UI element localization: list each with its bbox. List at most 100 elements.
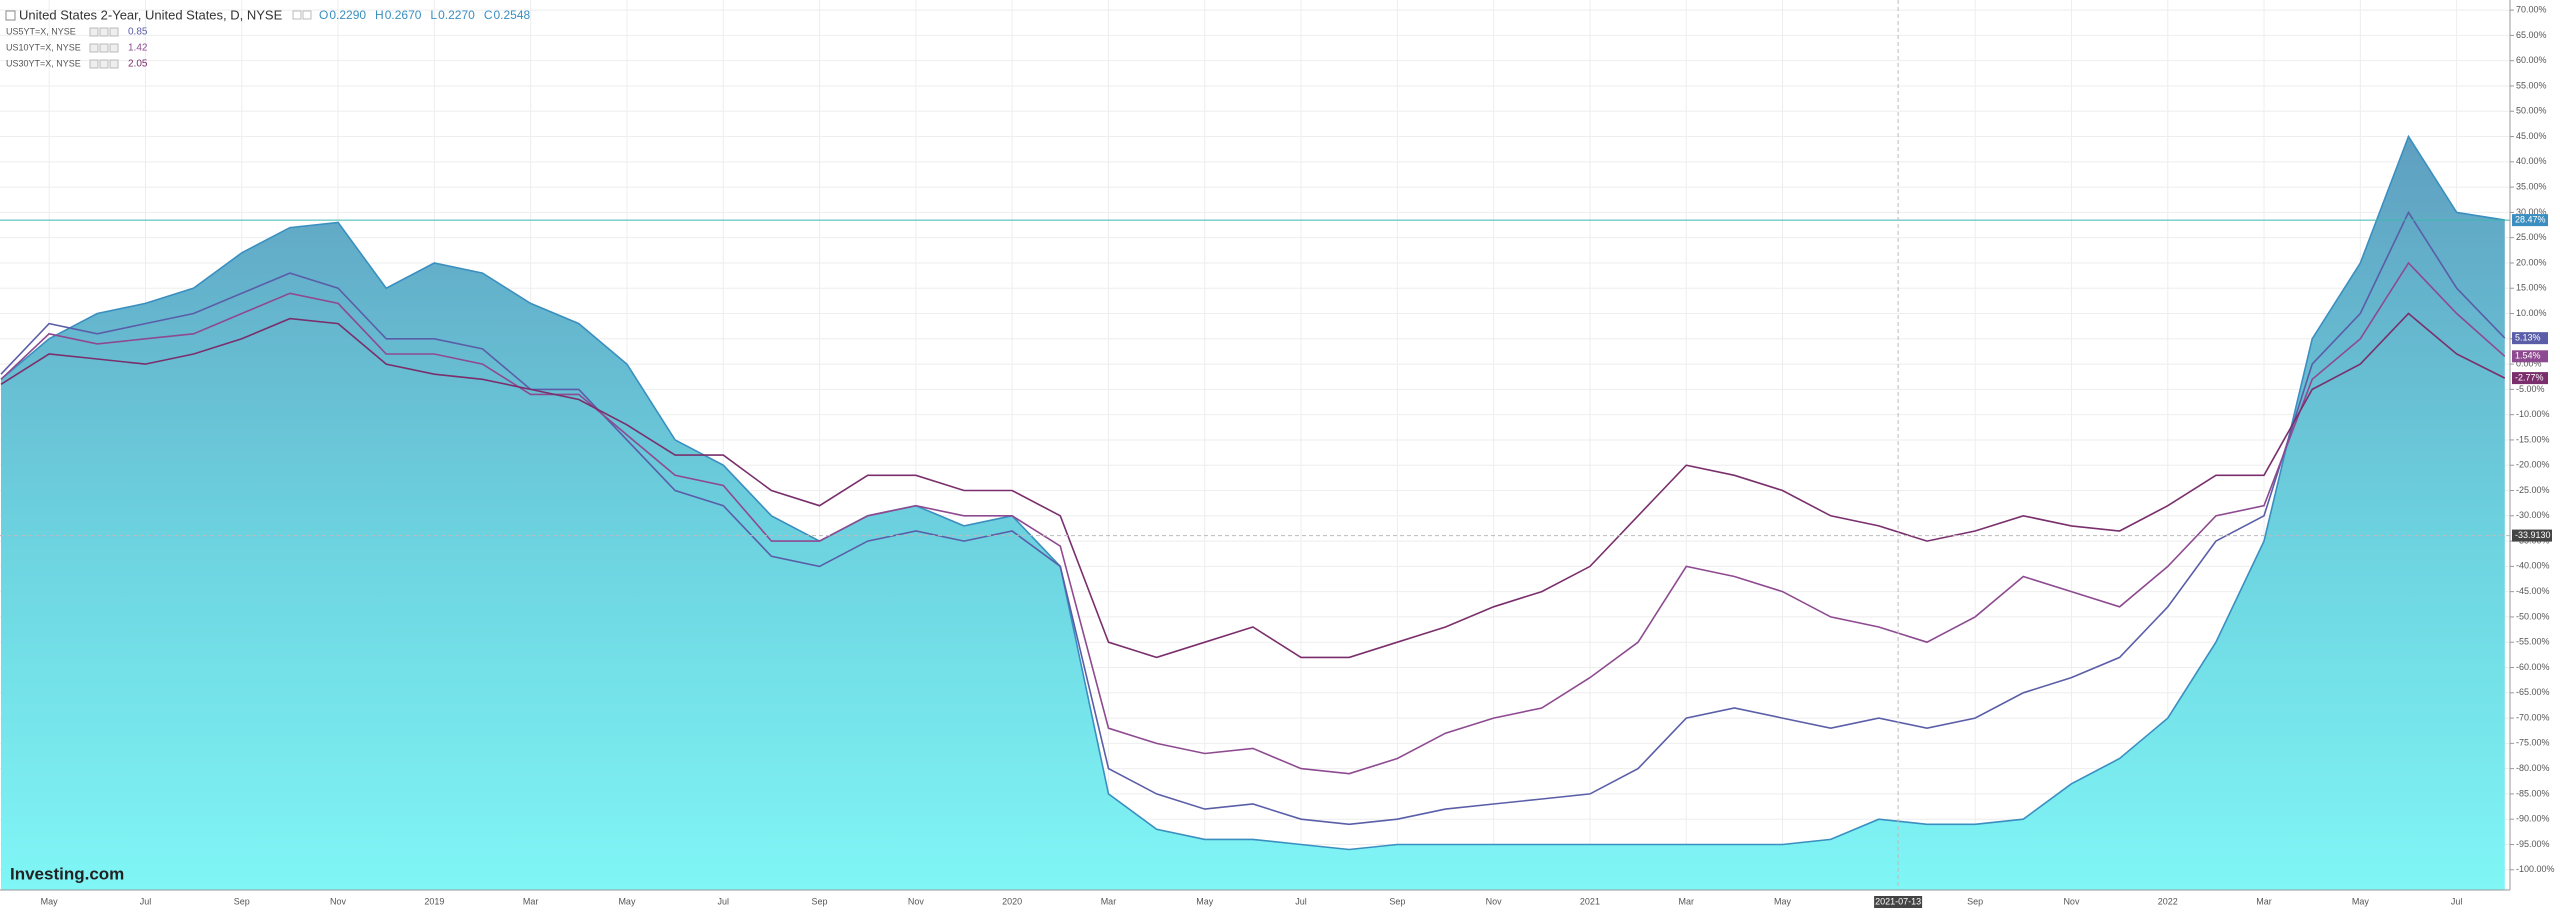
x-tick-label: Jul [2451, 896, 2463, 906]
x-tick-label: Mar [1679, 896, 1695, 906]
ohlc-value: 0.2670 [385, 8, 422, 22]
series-line [0, 312, 2506, 659]
x-tick-label: 2019 [424, 896, 444, 906]
y-tick-label: -15.00% [2516, 434, 2550, 444]
x-tick-label: Sep [234, 896, 250, 906]
y-tick-label: 15.00% [2516, 283, 2547, 293]
legend-icon[interactable] [99, 43, 109, 53]
y-tick-label: -75.00% [2516, 738, 2550, 748]
x-tick-label: Sep [1389, 896, 1405, 906]
y-tick-label: 35.00% [2516, 181, 2547, 191]
legend-icon[interactable] [109, 27, 119, 37]
x-tick-label: Sep [1967, 896, 1983, 906]
last-value-badge [2512, 214, 2548, 227]
ohlc-key: C [484, 8, 493, 22]
last-value-badge [2512, 332, 2548, 345]
x-tick-label: Jul [1295, 896, 1307, 906]
ohlc-key: L [430, 8, 437, 22]
crosshair-x-label: 2021-07-13 [1875, 896, 1921, 906]
y-tick-label: -30.00% [2516, 510, 2550, 520]
legend-name: US5YT=X, NYSE [6, 26, 76, 36]
y-tick-label: -45.00% [2516, 586, 2550, 596]
ohlc-key: H [375, 8, 384, 22]
ohlc-value: 0.2548 [493, 8, 530, 22]
y-tick-label: 65.00% [2516, 30, 2547, 40]
legend-name: US10YT=X, NYSE [6, 42, 81, 52]
legend-icon[interactable] [89, 59, 99, 69]
y-tick-label: -60.00% [2516, 662, 2550, 672]
crosshair-y-badge [2512, 529, 2552, 542]
y-tick-label: -50.00% [2516, 611, 2550, 621]
legend-icon[interactable] [89, 27, 99, 37]
y-tick-label: 30.00% [2516, 207, 2547, 217]
y-tick-label: 70.00% [2516, 4, 2547, 14]
chart-title: United States 2-Year, United States, D, … [19, 7, 283, 22]
y-tick-label: 45.00% [2516, 131, 2547, 141]
x-tick-label: 2021 [1580, 896, 1600, 906]
axes [0, 0, 2511, 891]
legend-icon[interactable] [99, 59, 109, 69]
y-tick-label: -80.00% [2516, 763, 2550, 773]
series-line [0, 261, 2506, 775]
logo: Investing.com [10, 864, 124, 883]
ohlc-value: 0.2270 [438, 8, 475, 22]
legend: United States 2-Year, United States, D, … [5, 7, 531, 70]
x-tick-label: Mar [523, 896, 539, 906]
collapse-icon[interactable] [5, 10, 16, 21]
ohlc-value: 0.2290 [329, 8, 366, 22]
y-tick-label: -65.00% [2516, 687, 2550, 697]
x-tick-label: Sep [812, 896, 828, 906]
y-tick-label: 25.00% [2516, 232, 2547, 242]
x-tick-label: May [1196, 896, 1214, 906]
ohlc-key: O [319, 8, 328, 22]
x-tick-label: 2022 [2158, 896, 2178, 906]
y-tick-label: -10.00% [2516, 409, 2550, 419]
y-tick-label: -55.00% [2516, 637, 2550, 647]
x-tick-label: Mar [2256, 896, 2272, 906]
last-value-label: 28.47% [2515, 214, 2546, 224]
series-line [0, 134, 2505, 851]
y-tick-label: -90.00% [2516, 814, 2550, 824]
y-tick-label: -95.00% [2516, 839, 2550, 849]
crosshair-y-label: -33.9130 [2515, 530, 2551, 540]
y-tick-label: -25.00% [2516, 485, 2550, 495]
legend-icon[interactable] [109, 59, 119, 69]
last-value-label: 5.13% [2515, 333, 2541, 343]
y-tick-label: 60.00% [2516, 55, 2547, 65]
y-tick-label: 40.00% [2516, 156, 2547, 166]
legend-icon[interactable] [292, 10, 302, 20]
x-tick-label: Nov [2063, 896, 2080, 906]
plot [0, 0, 2510, 890]
x-tick-label: Mar [1101, 896, 1117, 906]
x-tick-label: May [618, 896, 636, 906]
last-value-label: -2.77% [2515, 372, 2544, 382]
legend-icon[interactable] [302, 10, 312, 20]
area [1, 136, 2505, 890]
last-value-badge [2512, 372, 2548, 385]
y-tick-label: -20.00% [2516, 460, 2550, 470]
crosshair-x-badge [1874, 896, 1923, 908]
x-tick-label: 2020 [1002, 896, 1022, 906]
legend-value: 2.05 [128, 59, 148, 70]
x-tick-label: Jul [140, 896, 152, 906]
x-tick-label: May [1774, 896, 1792, 906]
y-tick-label: 50.00% [2516, 106, 2547, 116]
x-tick-label: Nov [1486, 896, 1503, 906]
x-tick-label: May [2352, 896, 2370, 906]
legend-name: US30YT=X, NYSE [6, 58, 81, 68]
legend-value: 1.42 [128, 43, 148, 54]
y-tick-label: -100.00% [2516, 864, 2555, 874]
y-tick-label: 10.00% [2516, 308, 2547, 318]
x-tick-label: May [41, 896, 59, 906]
y-tick-label: -40.00% [2516, 561, 2550, 571]
x-tick-label: Nov [908, 896, 925, 906]
y-tick-label: -70.00% [2516, 712, 2550, 722]
legend-icon[interactable] [99, 27, 109, 37]
y-tick-label: 55.00% [2516, 80, 2547, 90]
legend-icon[interactable] [89, 43, 99, 53]
x-tick-label: Jul [717, 896, 729, 906]
legend-icon[interactable] [109, 43, 119, 53]
legend-value: 0.85 [128, 27, 148, 38]
